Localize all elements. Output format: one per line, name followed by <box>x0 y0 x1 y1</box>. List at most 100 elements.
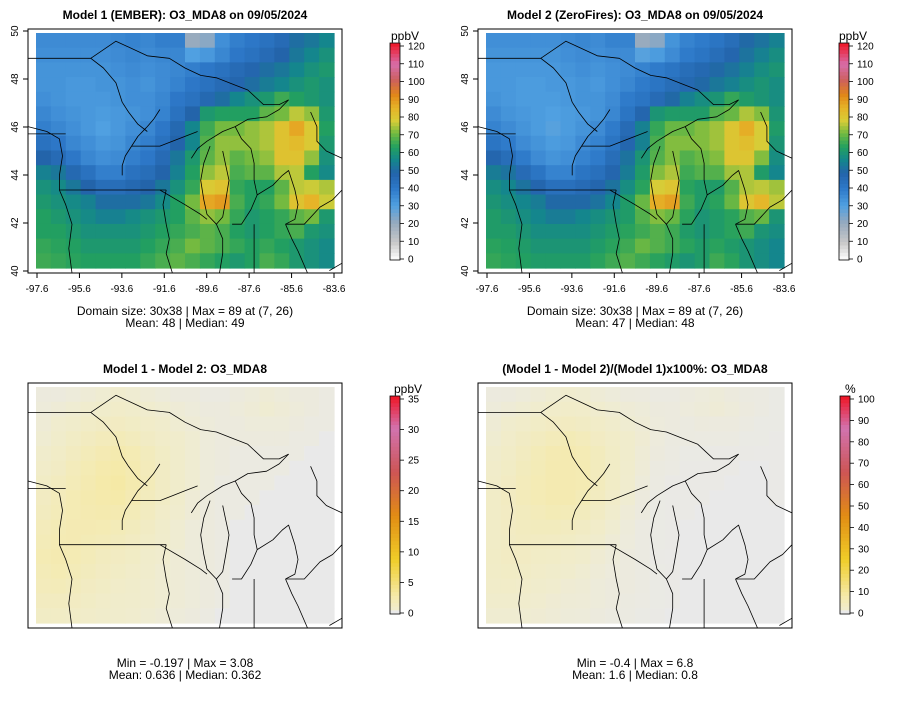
heatmap-cell <box>274 47 290 63</box>
heatmap-cell <box>274 209 290 225</box>
heatmap-cell <box>769 578 785 595</box>
boundary-line <box>571 109 611 176</box>
heatmap-cell <box>36 549 52 565</box>
heatmap-cell <box>515 223 532 240</box>
heatmap-cell <box>170 460 186 477</box>
heatmap-cell <box>229 608 246 624</box>
y-tick-label: 40 <box>460 265 471 277</box>
heatmap-cell <box>500 401 517 418</box>
heatmap-cell <box>739 33 755 49</box>
colorbar-segment <box>390 559 400 564</box>
heatmap-cell <box>185 121 201 137</box>
heatmap-cell <box>50 47 67 63</box>
heatmap-cell <box>486 401 502 418</box>
heatmap-cell <box>769 179 785 196</box>
heatmap-cell <box>679 165 696 181</box>
colorbar-tick-label: 20 <box>858 566 870 577</box>
x-tick-label: -85.6 <box>280 284 303 295</box>
heatmap-cell <box>486 62 502 78</box>
heatmap-cell <box>620 460 636 477</box>
heatmap-cell <box>110 121 126 137</box>
heatmap-cell <box>486 121 502 137</box>
heatmap-cell <box>259 446 275 462</box>
colorbar-segment <box>390 439 400 444</box>
heatmap-cell <box>486 165 502 181</box>
heatmap-cell <box>709 33 725 49</box>
colorbar-tick-label: 70 <box>857 130 869 141</box>
colorbar-segment <box>390 425 400 430</box>
colorbar-segment <box>390 552 400 557</box>
heatmap-cell <box>530 593 547 609</box>
heatmap-cell <box>754 460 770 477</box>
heatmap-cell <box>515 121 532 137</box>
colorbar-tick-label: 0 <box>408 255 414 266</box>
colorbar-segment <box>390 223 400 228</box>
heatmap-cell <box>739 593 755 609</box>
colorbar-segment <box>390 86 400 91</box>
heatmap-cell <box>664 446 681 462</box>
heatmap-cell <box>709 165 725 181</box>
heatmap-cell <box>170 475 186 491</box>
x-tick-label: -83.6 <box>323 284 346 295</box>
heatmap-cell <box>635 33 651 49</box>
heatmap-cell <box>769 238 785 254</box>
heatmap-cell <box>244 519 261 536</box>
boundary-line <box>121 463 161 530</box>
heatmap-cell <box>185 33 201 49</box>
heatmap-cell <box>605 593 621 609</box>
heatmap-cell <box>545 564 562 580</box>
colorbar-segment <box>390 118 400 123</box>
heatmap-cell <box>635 238 651 254</box>
boundary-line <box>285 578 308 629</box>
heatmap-cell <box>244 179 261 196</box>
heatmap-cell <box>649 534 666 550</box>
heatmap-cell <box>304 505 320 521</box>
heatmap-cell <box>199 578 216 595</box>
heatmap-cell <box>140 460 156 477</box>
boundary-line <box>571 101 598 132</box>
heatmap-cell <box>50 519 67 536</box>
heatmap-cell <box>664 194 681 210</box>
boundary-line <box>540 57 573 103</box>
heatmap-cell <box>575 431 591 447</box>
heatmap-cell <box>319 135 335 152</box>
heatmap-cell <box>80 77 97 93</box>
heatmap-cell <box>664 460 681 477</box>
colorbar-segment <box>840 399 850 404</box>
colorbar-tick-label: 60 <box>858 480 870 491</box>
heatmap-cell <box>199 223 216 240</box>
colorbar-tick-label: 120 <box>408 42 425 53</box>
panel-stats-line: Min = -0.4 | Max = 6.8 <box>577 656 694 670</box>
colorbar-segment <box>390 50 400 55</box>
colorbar-segment <box>840 566 850 571</box>
heatmap-cell <box>304 519 320 536</box>
heatmap-cell <box>679 62 696 78</box>
heatmap-cell <box>515 534 532 550</box>
boundary-line <box>735 224 758 274</box>
heatmap-cell <box>36 121 52 137</box>
colorbar-segment <box>390 238 400 243</box>
heatmap-cell <box>214 253 231 269</box>
heatmap-cell <box>274 253 290 269</box>
boundary-line <box>735 189 793 225</box>
heatmap-cell <box>214 91 231 108</box>
colorbar-segment <box>390 234 400 239</box>
heatmap-cell <box>36 431 52 447</box>
heatmap-cell <box>259 223 275 240</box>
boundary-line <box>90 412 123 457</box>
heatmap-cell <box>229 209 246 225</box>
heatmap-cell <box>125 33 141 49</box>
heatmap-cell <box>545 194 562 210</box>
heatmap-cell <box>545 179 562 196</box>
heatmap-cell <box>769 121 785 137</box>
heatmap-cell <box>274 77 290 93</box>
heatmap-cell <box>590 490 606 506</box>
heatmap-cell <box>724 223 740 240</box>
heatmap-cell <box>214 223 231 240</box>
heatmap-cell <box>155 505 171 521</box>
heatmap-cell <box>214 47 231 63</box>
heatmap-cell <box>244 549 261 565</box>
colorbar-tick-label: 15 <box>408 517 420 528</box>
heatmap-cell <box>724 106 740 122</box>
